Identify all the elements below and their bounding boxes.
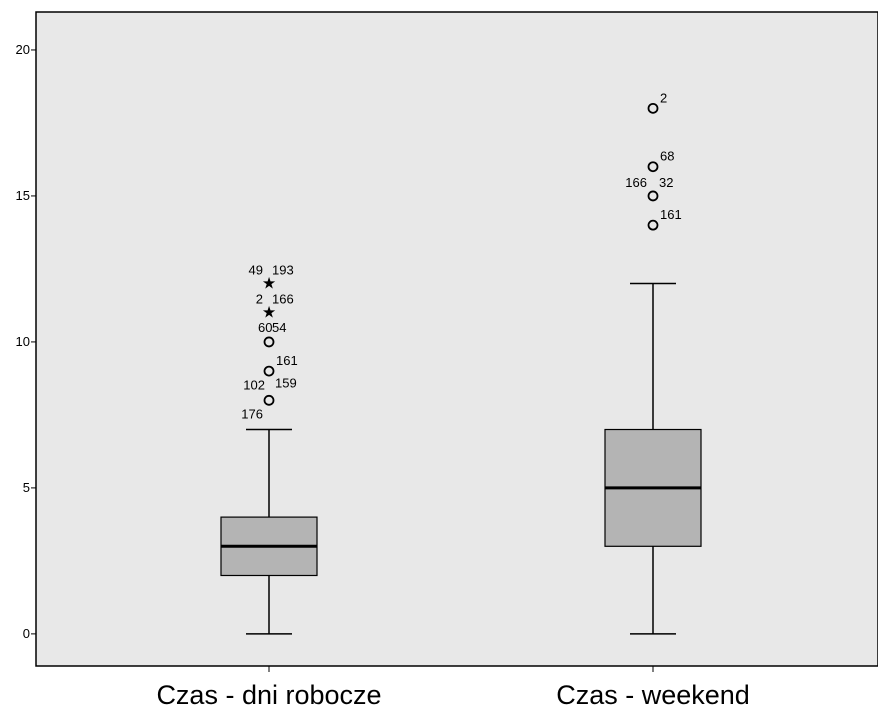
outlier-id-label: 193 <box>272 263 294 278</box>
outlier-id-label: 68 <box>660 149 674 164</box>
y-tick-label: 20 <box>16 42 30 57</box>
outlier-id-label: 176 <box>241 406 263 421</box>
outlier-id-label: 2 <box>256 292 263 307</box>
category-label: Czas - dni robocze <box>156 680 381 710</box>
category-label: Czas - weekend <box>556 680 750 710</box>
y-tick-label: 15 <box>16 188 30 203</box>
box-group <box>604 282 702 635</box>
outlier-id-label: 54 <box>272 320 286 335</box>
y-tick-label: 0 <box>23 626 30 641</box>
outlier-id-label: 166 <box>272 292 294 307</box>
outlier-marker <box>263 394 275 406</box>
outlier-id-label: 102 <box>243 377 265 392</box>
outlier-marker <box>647 102 659 114</box>
outlier-id-label: 32 <box>659 175 673 190</box>
extreme-outlier-marker: ★ <box>262 274 276 293</box>
plot-area <box>35 11 878 667</box>
outlier-id-label: 49 <box>249 263 263 278</box>
outlier-marker <box>263 365 275 377</box>
outlier-id-label: 161 <box>276 353 298 368</box>
outlier-id-label: 161 <box>660 207 682 222</box>
outlier-id-label: 2 <box>660 90 667 105</box>
box-group <box>220 428 318 635</box>
outlier-marker <box>647 190 659 202</box>
outlier-marker <box>647 161 659 173</box>
outlier-id-label: 159 <box>275 375 297 390</box>
outlier-id-label: 60 <box>258 320 272 335</box>
outlier-marker <box>647 219 659 231</box>
outlier-id-label: 166 <box>625 175 647 190</box>
outlier-marker <box>263 336 275 348</box>
y-tick-label: 10 <box>16 334 30 349</box>
y-tick-label: 5 <box>23 480 30 495</box>
extreme-outlier-marker: ★ <box>262 303 276 322</box>
